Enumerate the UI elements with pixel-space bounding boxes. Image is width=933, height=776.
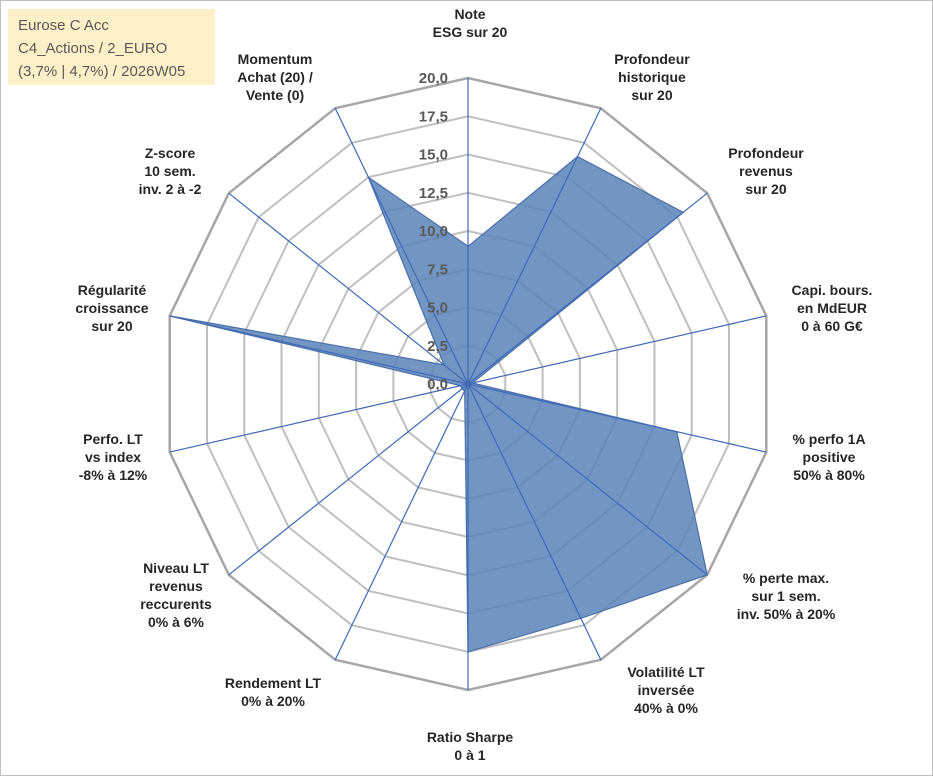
tick-label: 15,0 [419, 147, 448, 164]
axis-spoke [467, 315, 767, 385]
fund-name: Eurose C Acc [18, 17, 109, 34]
axis-label-line: Volatilité LT [627, 664, 705, 680]
axis-spoke [169, 383, 469, 453]
axis-label-line: ESG sur 20 [433, 24, 508, 40]
axis-label-line: % perfo 1A [792, 431, 865, 447]
axis-label-line: reccurents [140, 596, 212, 612]
axis-labels: Note ESG sur 20 Profondeur historique sur 20… [75, 6, 872, 763]
axis-label: Profondeur historique sur 20 [614, 51, 690, 103]
fund-category: C4_Actions / 2_EURO [18, 40, 168, 57]
axis-label: Régularité croissance sur 20 [75, 282, 148, 334]
axis-label: Ratio Sharpe 0 à 1 [427, 729, 514, 763]
axis-label-line: 50% à 80% [793, 467, 865, 483]
axis-label: Perfo. LT vs index -8% à 12% [79, 431, 148, 483]
axis-spoke [467, 192, 708, 385]
axis-spoke [467, 108, 602, 385]
axis-label: Profondeur revenus sur 20 [728, 145, 804, 197]
axis-label-line: sur 20 [631, 87, 672, 103]
axis-label-line: vs index [85, 449, 141, 465]
axis-label-line: -8% à 12% [79, 467, 148, 483]
axis-label-line: Momentum [238, 51, 313, 67]
axis-label-line: Capi. bours. [792, 282, 873, 298]
axis-label-line: Z-score [145, 145, 196, 161]
axis-label: Rendement LT 0% à 20% [225, 675, 322, 709]
axis-label-line: revenus [149, 578, 203, 594]
radar-spokes [169, 78, 767, 690]
axis-label-line: inv. 2 à -2 [139, 181, 202, 197]
tick-labels: 0,0 2,5 5,0 7,5 10,0 12,5 15,0 17,5 20,0 [419, 70, 448, 393]
axis-label: Momentum Achat (20) / Vente (0) [237, 51, 313, 103]
axis-label-line: 0% à 20% [241, 693, 305, 709]
axis-label-line: Rendement LT [225, 675, 322, 691]
axis-spoke [467, 383, 767, 453]
axis-label-line: 0 à 1 [454, 747, 485, 763]
axis-label-line: Régularité [78, 282, 147, 298]
axis-label-line: Perfo. LT [83, 431, 143, 447]
axis-label: Niveau LT revenus reccurents 0% à 6% [140, 560, 212, 630]
axis-label-line: inversée [638, 682, 695, 698]
axis-label-line: Achat (20) / [237, 69, 313, 85]
axis-label: % perfo 1A positive 50% à 80% [792, 431, 865, 483]
axis-label-line: 0% à 6% [148, 614, 205, 630]
axis-label-line: inv. 50% à 20% [737, 606, 836, 622]
axis-label-line: Vente (0) [246, 87, 304, 103]
axis-label-line: Profondeur [614, 51, 690, 67]
tick-label: 0,0 [427, 376, 448, 393]
axis-label: Capi. bours. en MdEUR 0 à 60 G€ [792, 282, 873, 334]
axis-label-line: sur 20 [91, 318, 132, 334]
axis-label: Z-score 10 sem. inv. 2 à -2 [139, 145, 202, 197]
axis-spoke [228, 192, 469, 385]
axis-label-line: en MdEUR [797, 300, 867, 316]
axis-label: % perte max. sur 1 sem. inv. 50% à 20% [737, 570, 836, 622]
axis-spoke [467, 383, 602, 660]
axis-label-line: Niveau LT [143, 560, 209, 576]
axis-label-line: 10 sem. [144, 163, 195, 179]
tick-label: 12,5 [419, 185, 448, 202]
tick-label: 20,0 [419, 70, 448, 87]
tick-label: 5,0 [427, 300, 448, 317]
tick-label: 2,5 [427, 338, 448, 355]
axis-label-line: Profondeur [728, 145, 804, 161]
tick-label: 10,0 [419, 223, 448, 240]
tick-label: 7,5 [427, 261, 448, 278]
axis-label-line: % perte max. [743, 570, 829, 586]
tick-label: 17,5 [419, 108, 448, 125]
axis-label-line: revenus [739, 163, 793, 179]
axis-label-line: Ratio Sharpe [427, 729, 514, 745]
axis-label-line: croissance [75, 300, 148, 316]
axis-spoke [467, 383, 708, 576]
axis-label-line: positive [803, 449, 856, 465]
axis-label-line: sur 1 sem. [751, 588, 820, 604]
axis-label-line: historique [618, 69, 686, 85]
axis-label-line: 0 à 60 G€ [801, 318, 863, 334]
axis-spoke [169, 315, 469, 385]
axis-label: Note ESG sur 20 [433, 6, 508, 40]
axis-label-line: 40% à 0% [634, 700, 698, 716]
fund-stats: (3,7% | 4,7%) / 2026W05 [18, 63, 186, 80]
axis-label-line: sur 20 [745, 181, 786, 197]
axis-label-line: Note [454, 6, 485, 22]
axis-label: Volatilité LT inversée 40% à 0% [627, 664, 705, 716]
axis-spoke [334, 108, 469, 385]
axis-spoke [334, 383, 469, 660]
legend-box: Eurose C Acc C4_Actions / 2_EURO (3,7% |… [8, 9, 215, 85]
axis-spoke [228, 383, 469, 576]
